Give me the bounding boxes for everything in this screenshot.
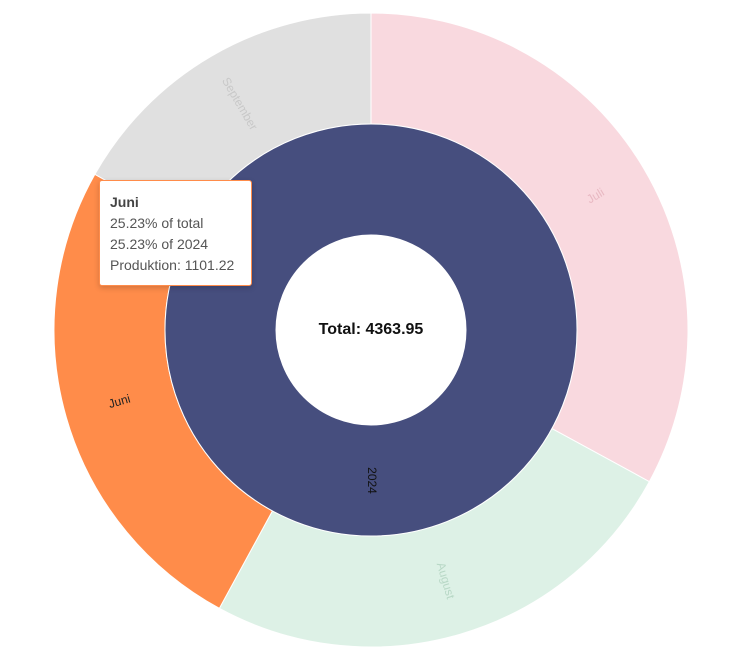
chart-tooltip: Juni 25.23% of total 25.23% of 2024 Prod… <box>99 180 252 286</box>
tooltip-title: Juni <box>110 194 139 210</box>
center-total-label: Total: 4363.95 <box>319 321 424 338</box>
inner-label-2024: 2024 <box>365 467 379 494</box>
inner-ring <box>164 123 578 537</box>
tooltip-value-key: Produktion <box>110 257 185 273</box>
tooltip-percent-parent: 25.23% of 2024 <box>110 236 209 252</box>
outer-ring <box>53 12 689 648</box>
tooltip-value: 1101.22 <box>184 257 235 273</box>
tooltip-percent-total: 25.23% of total <box>110 215 204 231</box>
inner-slice-2024[interactable] <box>164 123 578 537</box>
tooltip-value-line: Produktion1101.22 <box>110 255 241 276</box>
outer-label-juni: Juni <box>107 392 132 412</box>
